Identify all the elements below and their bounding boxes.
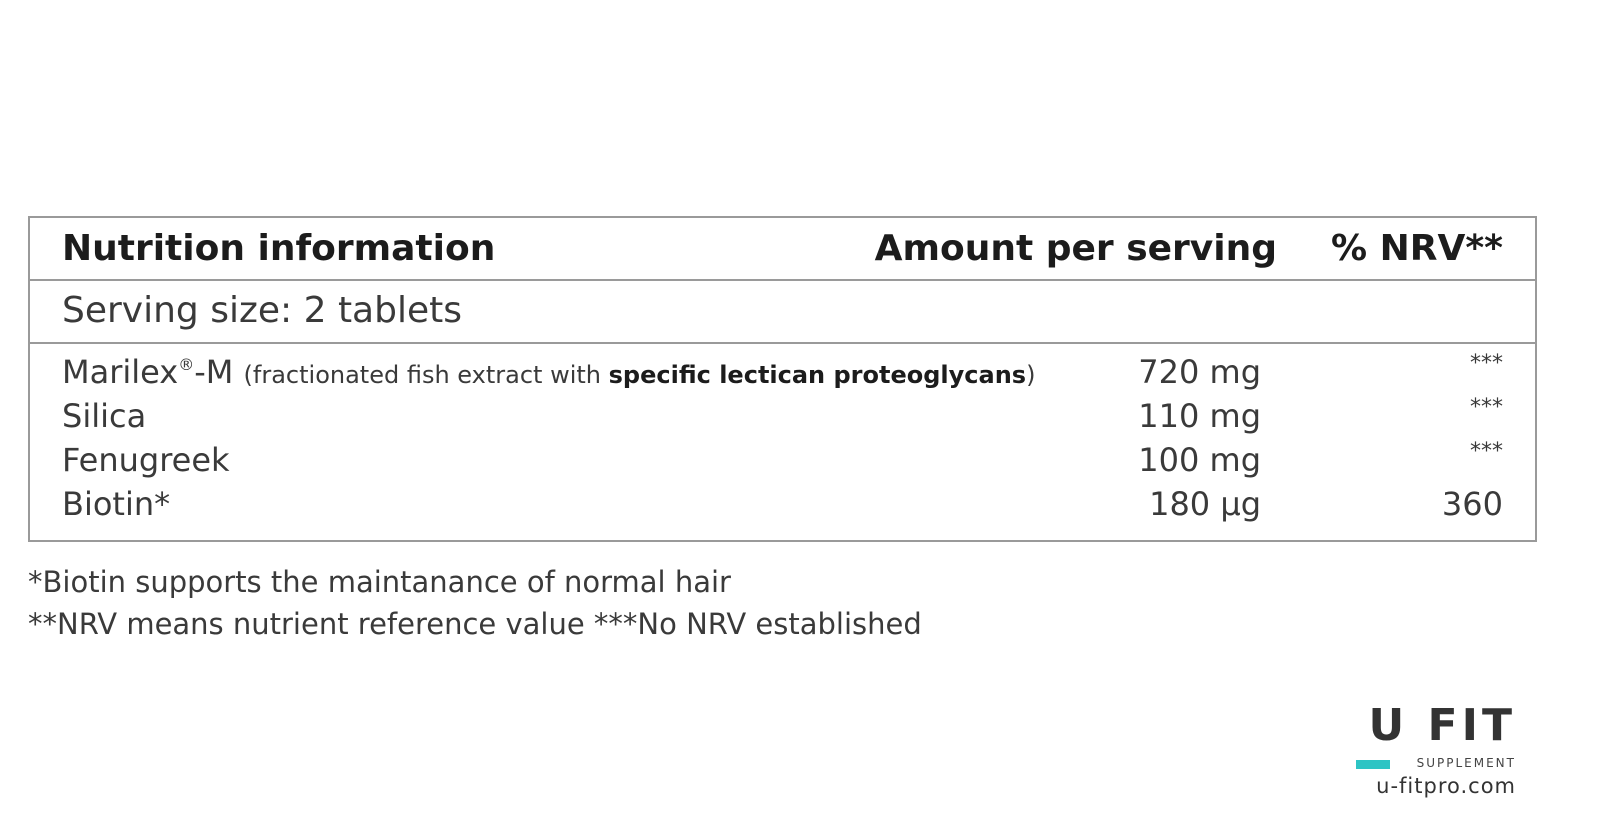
brand-logo: U FIT SUPPLEMENT u-fitpro.com (1356, 700, 1516, 804)
brand-website: u-fitpro.com (1376, 774, 1516, 798)
logo-tagline: SUPPLEMENT (1416, 756, 1516, 770)
ingredient-name: Silica (62, 397, 147, 435)
ingredient-amount: 180 µg (1149, 485, 1261, 523)
table-title: Nutrition information (62, 228, 496, 269)
ingredient-nrv: *** (1470, 351, 1503, 376)
footnote-biotin: *Biotin supports the maintanance of norm… (28, 565, 731, 599)
table-row: Marilex®-M (fractionated fish extract wi… (30, 351, 1535, 395)
footnote-nrv: **NRV means nutrient reference value ***… (28, 607, 922, 641)
table-header: Nutrition information Amount per serving… (30, 218, 1535, 281)
ingredient-description: (fractionated fish extract with specific… (243, 361, 1036, 389)
ingredient-nrv: 360 (1441, 485, 1503, 523)
amount-column-header: Amount per serving (874, 228, 1277, 269)
table-row: Fenugreek 100 mg *** (30, 439, 1535, 483)
logo-wordmark: U FIT (1368, 700, 1516, 751)
registered-mark: ® (178, 355, 195, 374)
nrv-column-header: % NRV** (1331, 228, 1503, 269)
logo-accent-bar (1356, 760, 1390, 769)
ingredient-amount: 110 mg (1138, 397, 1261, 435)
ingredient-name: Fenugreek (62, 441, 230, 479)
ingredient-name: Marilex®-M (fractionated fish extract wi… (62, 353, 1036, 391)
footnotes: *Biotin supports the maintanance of norm… (28, 561, 922, 645)
ingredient-amount: 100 mg (1138, 441, 1261, 479)
ingredient-list: Marilex®-M (fractionated fish extract wi… (30, 351, 1535, 527)
ingredient-nrv: *** (1470, 439, 1503, 464)
table-row: Silica 110 mg *** (30, 395, 1535, 439)
ingredient-name: Biotin* (62, 485, 171, 523)
serving-size: Serving size: 2 tablets (62, 290, 462, 331)
serving-size-row: Serving size: 2 tablets (30, 281, 1535, 344)
ingredient-amount: 720 mg (1138, 353, 1261, 391)
table-row: Biotin* 180 µg 360 (30, 483, 1535, 527)
nutrition-table: Nutrition information Amount per serving… (28, 216, 1537, 542)
ingredient-nrv: *** (1470, 395, 1503, 420)
